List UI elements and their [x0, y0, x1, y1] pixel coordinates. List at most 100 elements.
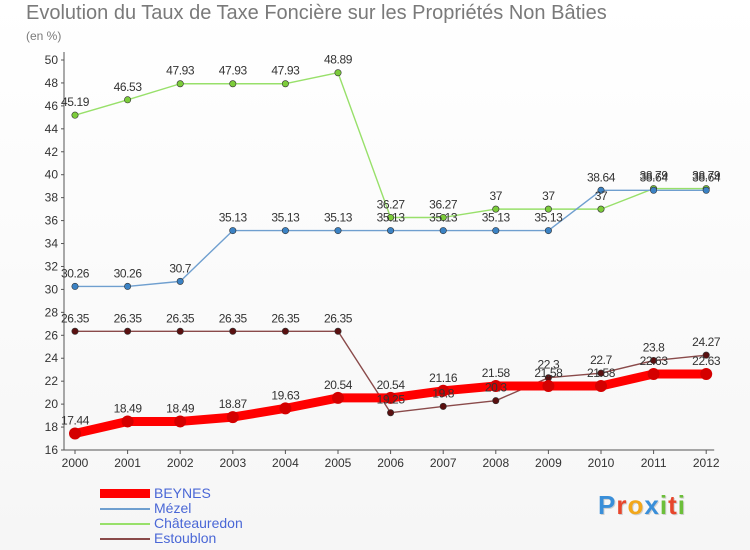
data-label: 38.79: [692, 169, 721, 183]
y-tick-label: 36: [45, 214, 59, 228]
legend-item: Châteauredon: [100, 516, 243, 531]
y-tick-label: 50: [45, 53, 59, 67]
data-label: 26.35: [114, 311, 143, 325]
data-point: [647, 367, 660, 380]
data-point: [597, 369, 605, 377]
data-label: 21.58: [482, 366, 511, 380]
data-point: [700, 367, 713, 380]
data-label: 20.54: [324, 378, 353, 392]
y-tick-label: 26: [45, 328, 59, 342]
legend-swatch: [100, 537, 150, 540]
data-point: [439, 227, 447, 235]
data-label: 18.87: [219, 397, 248, 411]
data-point: [71, 111, 79, 119]
data-point: [544, 205, 552, 213]
logo-letter: x: [644, 490, 660, 520]
data-point: [387, 227, 395, 235]
data-label: 45.19: [61, 95, 90, 109]
data-point: [387, 409, 395, 417]
logo-letter: i: [677, 490, 686, 520]
y-tick-label: 32: [45, 259, 59, 273]
data-label: 30.26: [61, 266, 90, 280]
data-label: 22.3: [538, 358, 560, 372]
data-label: 47.93: [219, 64, 248, 78]
data-label: 35.13: [324, 211, 353, 225]
y-tick-label: 34: [45, 237, 59, 251]
y-tick-label: 44: [45, 122, 59, 136]
data-point: [439, 213, 447, 221]
legend-swatch: [100, 522, 150, 525]
data-label: 47.93: [166, 64, 195, 78]
data-point: [332, 391, 344, 404]
data-label: 21.58: [587, 366, 616, 380]
x-tick-label: 2002: [167, 456, 194, 470]
data-point: [229, 227, 237, 235]
data-label: 36.27: [429, 197, 458, 211]
y-tick-label: 18: [45, 420, 59, 434]
data-point: [650, 186, 658, 194]
logo-letter: i: [659, 490, 669, 520]
data-label: 35.13: [534, 211, 563, 225]
logo-letter: o: [627, 490, 645, 520]
data-label: 35.13: [482, 211, 511, 225]
logo-letter: P: [598, 490, 617, 520]
data-label: 36.27: [377, 197, 406, 211]
data-point: [492, 227, 500, 235]
x-tick-label: 2005: [325, 456, 352, 470]
data-label: 21.16: [429, 371, 458, 385]
data-point: [121, 415, 134, 428]
data-point: [384, 391, 397, 404]
data-point: [489, 379, 502, 392]
data-point: [492, 397, 500, 405]
data-label: 37: [595, 189, 608, 203]
data-point: [334, 69, 342, 77]
series-line-2: [74, 72, 707, 219]
data-point: [124, 282, 132, 290]
data-label: 22.7: [590, 353, 612, 367]
data-label: 35.13: [377, 211, 406, 225]
legend-swatch: [100, 507, 150, 510]
data-point: [702, 186, 710, 194]
legend-label: Châteauredon: [154, 515, 243, 531]
x-tick-label: 2000: [62, 456, 89, 470]
data-point: [334, 327, 342, 335]
y-tick-label: 40: [45, 168, 59, 182]
data-point: [176, 277, 184, 285]
data-label: 35.13: [271, 211, 300, 225]
data-label: 46.53: [114, 80, 143, 94]
x-tick-label: 2010: [588, 456, 615, 470]
data-label: 26.35: [219, 311, 248, 325]
x-tick-label: 2004: [272, 456, 299, 470]
data-point: [124, 96, 132, 104]
y-tick-label: 38: [45, 191, 59, 205]
x-tick-label: 2006: [377, 456, 404, 470]
data-point: [229, 327, 237, 335]
data-label: 26.35: [166, 311, 195, 325]
data-label: 47.93: [271, 64, 300, 78]
y-tick-label: 48: [45, 76, 59, 90]
data-label: 18.49: [166, 401, 195, 415]
data-point: [334, 227, 342, 235]
data-point: [176, 327, 184, 335]
data-point: [71, 282, 79, 290]
data-point: [387, 213, 395, 221]
y-tick-label: 30: [45, 282, 59, 296]
legend-item: BEYNES: [100, 486, 243, 501]
data-point: [281, 327, 289, 335]
x-tick-label: 2003: [219, 456, 246, 470]
data-label: 24.27: [692, 335, 721, 349]
data-label: 30.26: [114, 266, 143, 280]
y-tick-label: 20: [45, 397, 59, 411]
data-point: [229, 80, 237, 88]
data-point: [595, 379, 607, 392]
logo-letter: r: [616, 490, 628, 520]
data-label: 26.35: [61, 311, 90, 325]
data-label: 35.13: [429, 211, 458, 225]
legend-label: Mézel: [154, 500, 192, 516]
data-point: [439, 402, 447, 410]
y-tick-label: 16: [45, 443, 59, 457]
chart-legend: BEYNES Mézel Châteauredon Estoublon: [100, 486, 243, 546]
legend-label: BEYNES: [154, 485, 211, 501]
